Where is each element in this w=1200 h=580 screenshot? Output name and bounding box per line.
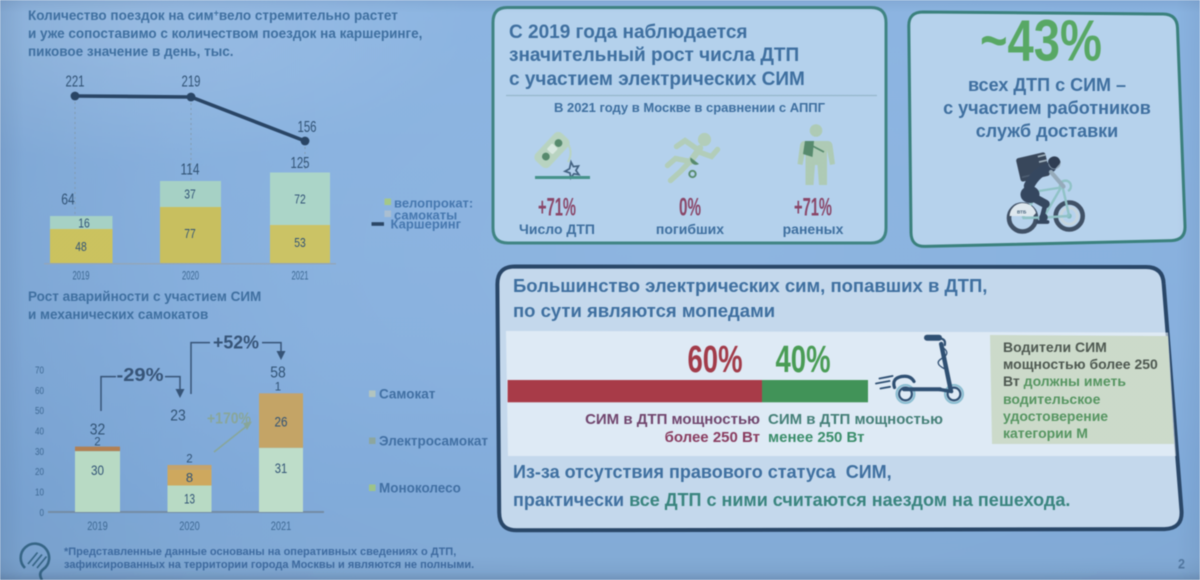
svg-text:64: 64	[61, 192, 75, 209]
svg-text:31: 31	[275, 461, 288, 476]
svg-text:48: 48	[75, 240, 87, 254]
svg-text:40%: 40%	[776, 339, 831, 381]
svg-text:1: 1	[275, 382, 281, 394]
svg-text:2019: 2019	[87, 521, 108, 533]
svg-text:Самокат: Самокат	[379, 387, 436, 402]
svg-text:30: 30	[35, 447, 44, 458]
svg-text:114: 114	[181, 162, 200, 179]
svg-text:2: 2	[1178, 556, 1185, 572]
svg-text:60%: 60%	[688, 339, 743, 381]
svg-text:самокаты: самокаты	[394, 208, 457, 223]
svg-text:13: 13	[184, 492, 195, 507]
svg-text:37: 37	[184, 188, 196, 202]
svg-text:16: 16	[78, 217, 90, 231]
svg-text:77: 77	[184, 227, 196, 241]
svg-text:0: 0	[40, 508, 45, 519]
svg-text:156: 156	[298, 119, 317, 136]
svg-text:~43%: ~43%	[980, 9, 1102, 74]
svg-text:10: 10	[35, 488, 44, 499]
svg-text:2020: 2020	[182, 269, 199, 283]
svg-text:2021: 2021	[271, 521, 292, 533]
svg-text:221: 221	[66, 74, 85, 91]
svg-text:70: 70	[35, 366, 44, 377]
svg-text:23: 23	[170, 408, 186, 425]
svg-text:32: 32	[90, 422, 106, 439]
svg-text:ВТБ: ВТБ	[1017, 210, 1027, 215]
svg-text:20: 20	[35, 467, 44, 478]
svg-text:+52%: +52%	[213, 332, 259, 353]
svg-text:30: 30	[91, 463, 104, 478]
svg-text:125: 125	[291, 155, 310, 172]
svg-text:50: 50	[35, 406, 44, 417]
svg-text:2021: 2021	[292, 269, 309, 283]
svg-text:26: 26	[275, 415, 288, 430]
svg-text:0%: 0%	[679, 194, 701, 222]
svg-text:Моноколесо: Моноколесо	[379, 481, 461, 496]
svg-text:-29%: -29%	[117, 365, 164, 385]
svg-text:219: 219	[182, 74, 201, 91]
svg-text:53: 53	[294, 236, 306, 250]
svg-text:8: 8	[186, 470, 193, 485]
svg-text:58: 58	[270, 365, 286, 382]
svg-text:+71%: +71%	[538, 194, 576, 222]
svg-text:2: 2	[94, 437, 100, 449]
svg-text:2020: 2020	[179, 521, 200, 533]
svg-text:40: 40	[35, 427, 44, 438]
svg-text:72: 72	[294, 193, 306, 207]
svg-text:велопрокат:: велопрокат:	[394, 196, 473, 211]
svg-text:+170%: +170%	[207, 411, 251, 428]
svg-text:Каршеринг: Каршеринг	[391, 217, 462, 232]
svg-text:Электросамокат: Электросамокат	[379, 434, 488, 449]
svg-text:+71%: +71%	[794, 194, 832, 222]
svg-text:2: 2	[186, 454, 192, 466]
svg-text:60: 60	[35, 386, 44, 397]
svg-text:2019: 2019	[73, 269, 90, 283]
